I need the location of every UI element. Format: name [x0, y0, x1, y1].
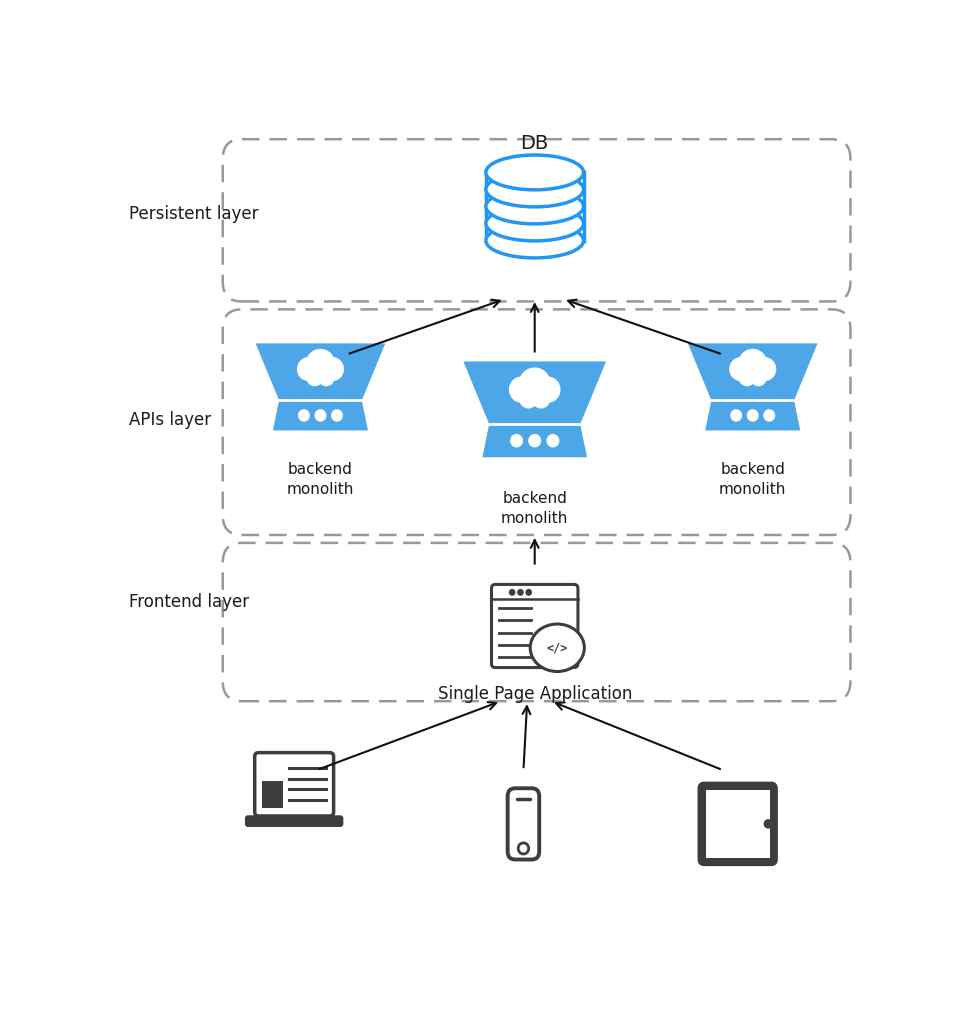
Circle shape: [763, 819, 772, 829]
Polygon shape: [482, 425, 586, 457]
Circle shape: [298, 410, 309, 421]
Polygon shape: [256, 343, 385, 400]
Circle shape: [331, 410, 342, 421]
Circle shape: [509, 377, 533, 402]
FancyBboxPatch shape: [245, 816, 342, 827]
Ellipse shape: [530, 624, 583, 671]
Circle shape: [511, 435, 521, 447]
Circle shape: [528, 435, 540, 447]
FancyBboxPatch shape: [491, 585, 578, 667]
Text: backend
monolith: backend monolith: [718, 463, 786, 497]
Circle shape: [306, 350, 334, 379]
Text: Frontend layer: Frontend layer: [129, 593, 249, 612]
Text: backend
monolith: backend monolith: [287, 463, 354, 497]
FancyBboxPatch shape: [255, 752, 333, 816]
Text: DB: DB: [520, 134, 548, 152]
Text: backend
monolith: backend monolith: [501, 491, 568, 526]
Circle shape: [517, 843, 528, 854]
Circle shape: [297, 358, 319, 380]
Ellipse shape: [485, 155, 583, 190]
Circle shape: [519, 390, 537, 408]
Circle shape: [318, 369, 333, 386]
Circle shape: [764, 410, 773, 421]
FancyBboxPatch shape: [705, 791, 768, 857]
Ellipse shape: [485, 223, 583, 258]
Circle shape: [737, 350, 766, 379]
FancyBboxPatch shape: [698, 782, 776, 866]
Text: Persistent layer: Persistent layer: [129, 206, 258, 223]
Circle shape: [315, 410, 326, 421]
Polygon shape: [704, 400, 799, 431]
Circle shape: [547, 435, 558, 447]
Ellipse shape: [485, 172, 583, 207]
Circle shape: [536, 377, 559, 402]
Circle shape: [750, 369, 766, 386]
Ellipse shape: [485, 206, 583, 241]
Text: APIs layer: APIs layer: [129, 411, 210, 430]
Circle shape: [753, 358, 775, 380]
Text: </>: </>: [546, 641, 568, 654]
FancyBboxPatch shape: [262, 781, 283, 808]
Ellipse shape: [485, 189, 583, 224]
Text: Single Page Application: Single Page Application: [437, 686, 631, 703]
Polygon shape: [463, 362, 606, 425]
Circle shape: [518, 368, 549, 401]
Circle shape: [525, 590, 531, 595]
Circle shape: [509, 590, 515, 595]
Circle shape: [532, 390, 549, 408]
Polygon shape: [687, 343, 817, 400]
FancyBboxPatch shape: [485, 173, 583, 241]
Circle shape: [731, 410, 740, 421]
Polygon shape: [272, 400, 367, 431]
Circle shape: [738, 369, 754, 386]
Circle shape: [306, 369, 323, 386]
FancyBboxPatch shape: [507, 788, 539, 859]
Circle shape: [729, 358, 751, 380]
Circle shape: [517, 590, 522, 595]
Circle shape: [322, 358, 343, 380]
Circle shape: [747, 410, 757, 421]
